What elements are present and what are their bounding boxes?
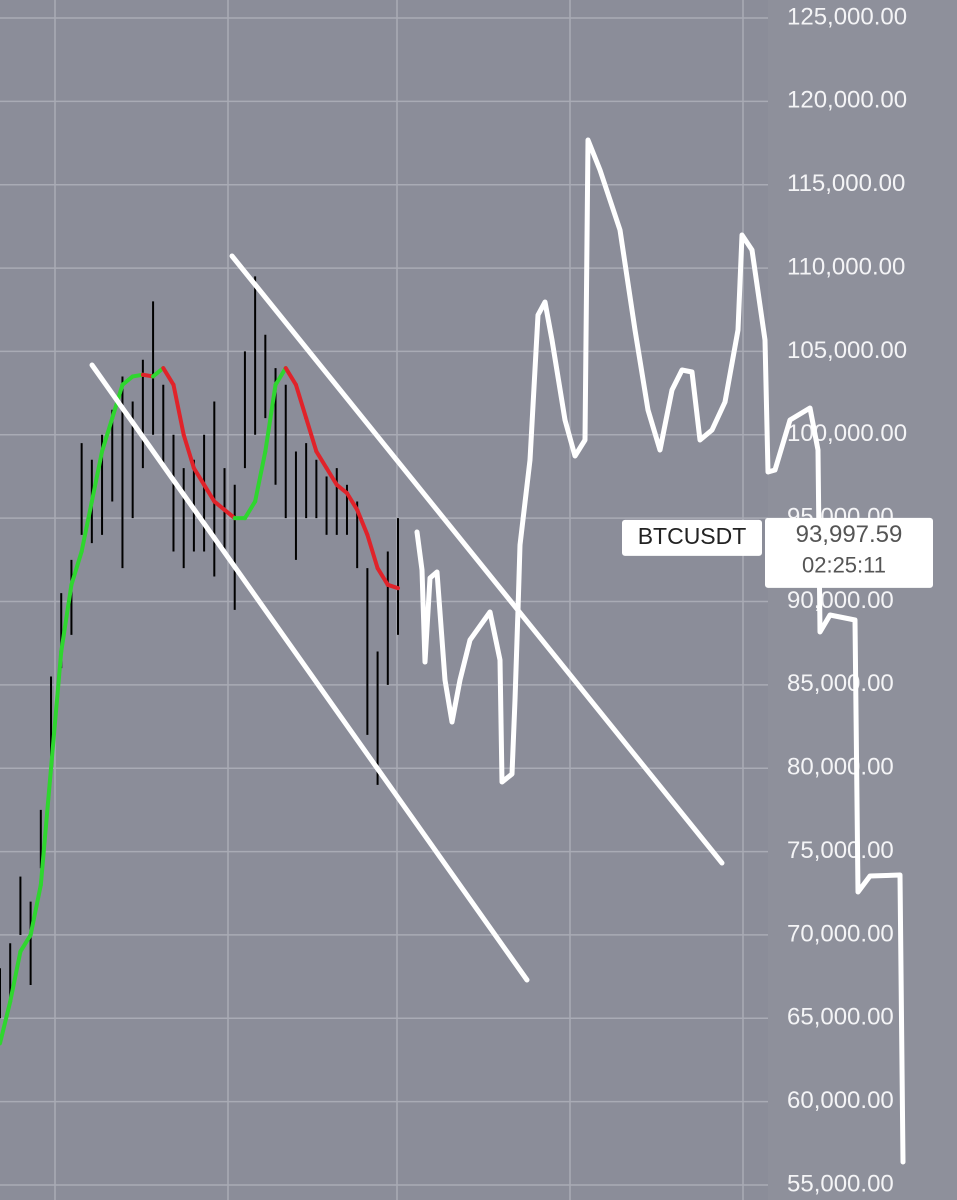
price-axis-panel [768, 0, 957, 1200]
drawings [89, 137, 906, 1165]
ma-segment [120, 374, 135, 387]
ma-segment [273, 366, 288, 387]
ma-segment [293, 382, 309, 421]
y-tick-label: 60,000.00 [787, 1087, 894, 1114]
ma-segment [365, 532, 380, 571]
ma-segment [181, 432, 196, 471]
y-tick-label: 100,000.00 [787, 420, 907, 447]
ma-segment [202, 482, 217, 504]
ma-segment [283, 366, 298, 387]
y-tick-label: 55,000.00 [787, 1170, 894, 1197]
ma-segment [242, 499, 258, 521]
ma-segment [344, 491, 360, 512]
ma-segment [0, 999, 13, 1046]
ma-segment [69, 549, 84, 587]
y-tick-label: 75,000.00 [787, 837, 894, 864]
channel-line [89, 362, 530, 983]
y-tick-label: 90,000.00 [787, 587, 894, 614]
y-tick-label: 70,000.00 [787, 920, 894, 947]
ma-segment [28, 882, 43, 937]
ma-segment [212, 499, 227, 512]
y-tick-label: 125,000.00 [787, 3, 907, 30]
ma-segment [8, 949, 23, 1004]
y-tick-label: 105,000.00 [787, 337, 907, 364]
ma-segment [375, 566, 390, 587]
ma-segment [171, 382, 186, 437]
ma-segment [385, 582, 400, 591]
ma-segment [253, 449, 268, 504]
ma-segment [222, 507, 237, 521]
last-price-box [765, 517, 933, 588]
projection-scribble [414, 137, 906, 1165]
y-tick-label: 110,000.00 [787, 253, 905, 280]
ma-segment [161, 366, 176, 387]
y-tick-label: 65,000.00 [787, 1004, 894, 1031]
ma-segment [324, 466, 339, 487]
ma-segment [100, 416, 115, 454]
ma-segment [355, 507, 370, 537]
y-tick-label: 85,000.00 [787, 670, 894, 697]
ma-segment [314, 449, 329, 471]
channel-line [229, 253, 725, 866]
symbol-label: BTCUSDT [638, 523, 747, 549]
ma-segment [49, 649, 64, 771]
ma-segment [263, 382, 278, 454]
countdown-label: 02:25:11 [802, 553, 886, 578]
last-price-label: 93,997.59 [796, 521, 903, 548]
ma-segment [18, 932, 33, 954]
ma-segment [191, 466, 207, 487]
y-tick-label: 115,000.00 [787, 170, 905, 197]
ma-segment [334, 482, 349, 496]
price-axis: 125,000.00 120,000.00 115,000.00 110,000.00… [787, 3, 907, 1197]
y-tick-label: 80,000.00 [787, 754, 894, 781]
y-tick-label: 120,000.00 [787, 87, 907, 114]
moving-average [0, 366, 400, 1046]
ma-segment [304, 416, 319, 454]
ma-segment [59, 582, 74, 654]
horizontal-grid [0, 17, 768, 1186]
ma-segment [38, 766, 54, 887]
ma-segment [79, 499, 94, 554]
price-tag: BTCUSDT 93,997.59 02:25:11 [622, 517, 933, 588]
symbol-box [622, 519, 762, 556]
ma-segment [151, 366, 166, 379]
ma-segment [89, 449, 105, 504]
